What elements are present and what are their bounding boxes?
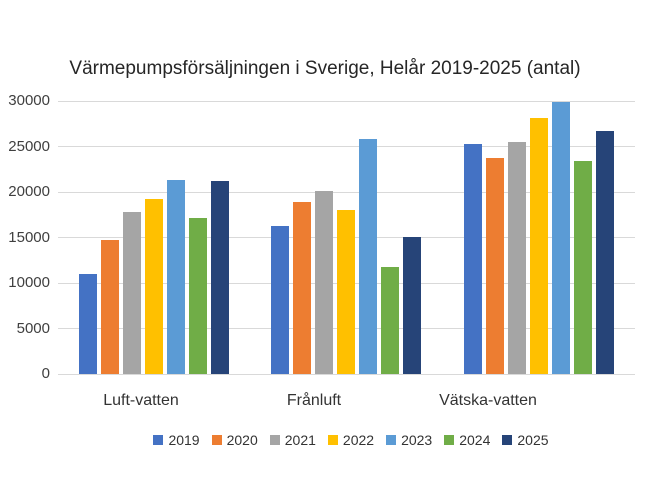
gridline [58,146,635,147]
legend-swatch-icon [386,435,397,445]
y-axis-tick-label: 0 [41,365,50,382]
bar-2024-Luft-vatten [189,218,208,374]
bar-2021-Vätska-vatten [507,142,526,374]
legend-item: 2025 [502,432,549,448]
legend-label: 2022 [342,432,375,448]
bar-2020-Luft-vatten [101,240,120,374]
legend-swatch-icon [269,435,280,445]
y-axis-tick-label: 5000 [16,319,50,337]
bar-2024-Frånluft [381,267,400,374]
bar-2025-Vätska-vatten [595,131,614,374]
bar-2022-Frånluft [337,210,356,374]
legend-label: 2024 [459,432,491,448]
gridline [58,100,635,102]
legend: 2019 2020 2021 2022 2023 2024 2025 [52,432,650,448]
bar-2021-Luft-vatten [123,212,142,374]
bar-2020-Vätska-vatten [485,158,504,374]
bar-2019-Vätska-vatten [463,144,482,374]
legend-label: 2020 [226,432,258,448]
gridline [58,191,635,193]
legend-item: 2022 [327,432,375,448]
bar-2022-Luft-vatten [145,199,164,374]
legend-swatch-icon [327,435,338,445]
x-axis-category-label: Vätska-vatten [439,392,537,409]
bar-2023-Luft-vatten [167,180,186,374]
legend-swatch-icon [502,435,513,445]
bars-container [58,101,635,374]
chart-title: Värmepumpsförsäljningen i Sverige, Helår… [69,58,581,79]
bar-group [250,101,442,374]
y-axis-tick-label: 20000 [8,183,50,200]
bar-2025-Frånluft [403,237,422,374]
legend-item: 2023 [386,432,432,448]
legend-item: 2019 [153,432,200,448]
legend-label: 2023 [401,432,433,448]
plot-area [58,100,635,375]
gridline [58,373,635,375]
y-axis-tick-label: 25000 [8,137,50,155]
legend-label: 2021 [284,432,316,448]
bar-2020-Frånluft [293,202,312,374]
y-axis-tick-label: 30000 [8,92,50,109]
legend-label: 2025 [517,432,549,448]
y-axis-tick-label: 15000 [8,228,50,246]
legend-swatch-icon [153,435,164,445]
bar-2023-Frånluft [359,139,378,374]
y-axis-tick-label: 10000 [8,274,50,291]
bar-2023-Vätska-vatten [551,102,570,374]
bar-2021-Frånluft [315,191,334,374]
bar-group [58,101,250,374]
bar-2022-Vätska-vatten [529,118,548,374]
x-axis-category-label: Luft-vatten [103,392,179,409]
x-axis-category-label: Frånluft [286,392,342,409]
legend-item: 2024 [444,432,490,448]
bar-2024-Vätska-vatten [573,161,592,374]
legend-item: 2020 [211,432,258,448]
legend-swatch-icon [211,435,222,445]
bar-2019-Frånluft [271,226,290,374]
bar-2025-Luft-vatten [211,181,230,374]
legend-swatch-icon [444,435,455,445]
legend-label: 2019 [168,432,200,448]
bar-2019-Luft-vatten [79,274,98,374]
bar-group [443,101,635,374]
legend-item: 2021 [269,432,316,448]
